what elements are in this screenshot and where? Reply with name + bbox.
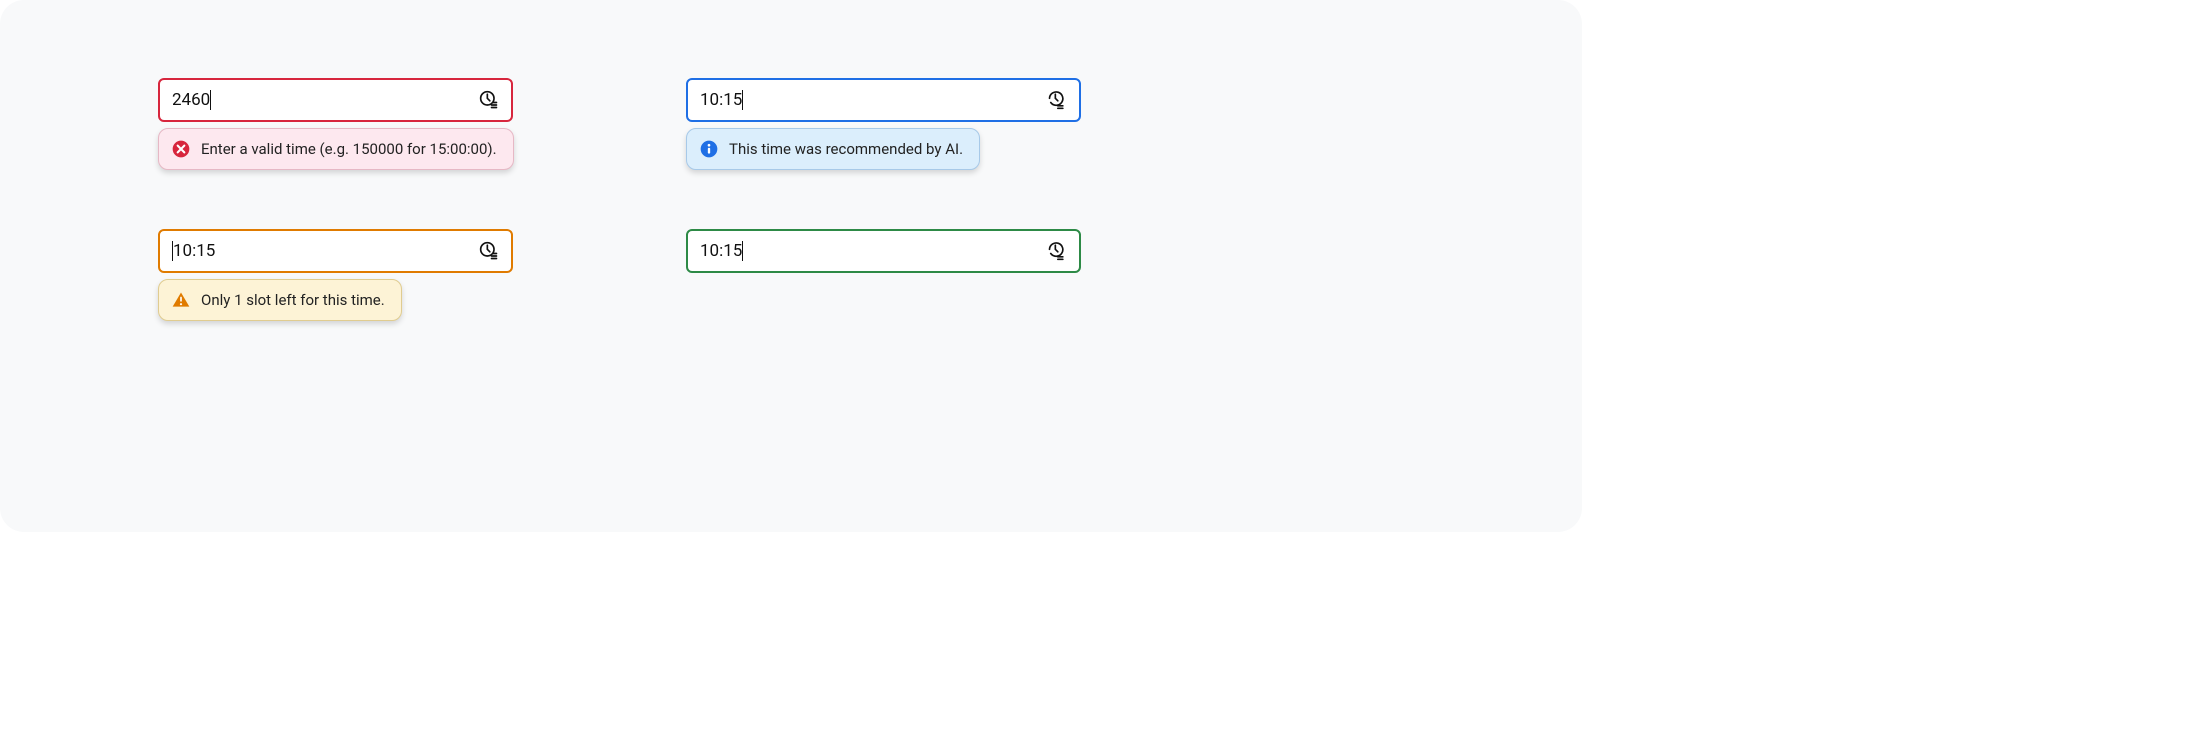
time-input-value[interactable]: 2460 bbox=[172, 90, 471, 110]
time-input-wrapper[interactable]: 2460 bbox=[158, 78, 513, 122]
time-input-wrapper[interactable]: 10:15 bbox=[158, 229, 513, 273]
time-field-warning: 10:15 Only 1 slot left fo bbox=[158, 229, 513, 321]
component-showcase: 2460 Enter a valid time (e.g. 150000 bbox=[0, 0, 1582, 532]
clock-history-icon[interactable] bbox=[1047, 241, 1067, 261]
warning-tooltip: Only 1 slot left for this time. bbox=[158, 279, 402, 321]
info-tooltip: This time was recommended by AI. bbox=[686, 128, 980, 170]
text-caret bbox=[742, 241, 743, 261]
error-tooltip: Enter a valid time (e.g. 150000 for 15:0… bbox=[158, 128, 514, 170]
text-caret bbox=[210, 90, 211, 110]
time-field-success: 10:15 bbox=[686, 229, 1081, 273]
error-tooltip-text: Enter a valid time (e.g. 150000 for 15:0… bbox=[201, 140, 497, 158]
warning-tooltip-text: Only 1 slot left for this time. bbox=[201, 291, 385, 309]
error-circle-icon bbox=[171, 139, 191, 159]
clock-history-icon[interactable] bbox=[1047, 90, 1067, 110]
time-input-value[interactable]: 10:15 bbox=[700, 90, 1039, 110]
time-input-wrapper[interactable]: 10:15 bbox=[686, 229, 1081, 273]
time-field-error: 2460 Enter a valid time (e.g. 150000 bbox=[158, 78, 513, 170]
time-input-value[interactable]: 10:15 bbox=[172, 241, 471, 261]
info-tooltip-text: This time was recommended by AI. bbox=[729, 140, 963, 158]
warning-triangle-icon bbox=[171, 290, 191, 310]
info-circle-icon bbox=[699, 139, 719, 159]
text-caret bbox=[742, 90, 743, 110]
clock-list-icon[interactable] bbox=[479, 90, 499, 110]
time-field-info: 10:15 This time was recommended by A bbox=[686, 78, 1081, 170]
time-input-value[interactable]: 10:15 bbox=[700, 241, 1039, 261]
time-input-wrapper[interactable]: 10:15 bbox=[686, 78, 1081, 122]
clock-list-icon[interactable] bbox=[479, 241, 499, 261]
